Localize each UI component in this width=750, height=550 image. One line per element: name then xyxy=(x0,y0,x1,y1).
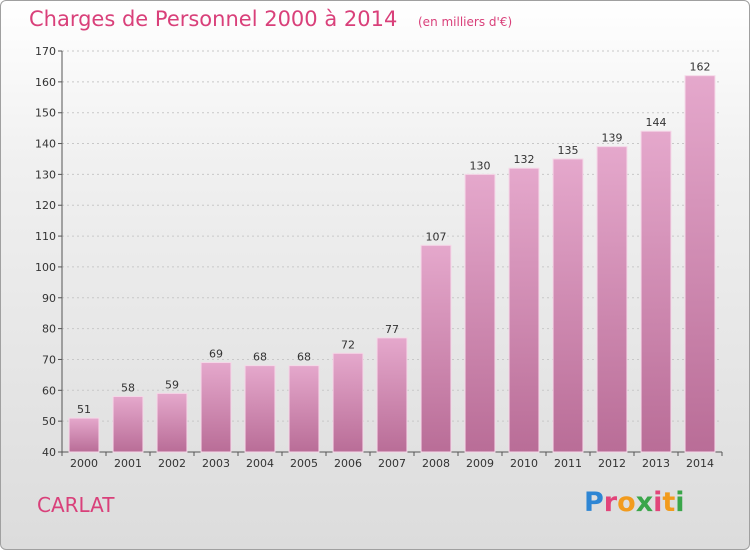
value-label-2005: 68 xyxy=(297,351,311,364)
x-tick-label: 2007 xyxy=(378,457,406,470)
value-label-2000: 51 xyxy=(77,403,91,416)
bar-2010 xyxy=(508,167,540,453)
chart-title: Charges de Personnel 2000 à 2014 (en mil… xyxy=(29,7,512,31)
x-tick-label: 2011 xyxy=(554,457,582,470)
x-tick-label: 2004 xyxy=(246,457,274,470)
y-axis-ticks: 40 50 60 70 80 90 100 110 120 130 140 150 160 170 xyxy=(35,45,62,459)
y-tick-label: 90 xyxy=(42,292,56,305)
bar-2012 xyxy=(596,146,628,453)
proxiti-logo: Proxiti xyxy=(584,487,685,518)
value-label-2013: 144 xyxy=(646,116,667,129)
value-label-2001: 58 xyxy=(121,381,135,394)
value-label-2010: 132 xyxy=(514,153,535,166)
value-label-2008: 107 xyxy=(426,230,447,243)
bar-2008 xyxy=(420,244,452,453)
x-tick-label: 2008 xyxy=(422,457,450,470)
bar-2003 xyxy=(200,362,232,453)
x-tick-label: 2013 xyxy=(642,457,670,470)
bar-2000 xyxy=(68,417,100,453)
y-tick-label: 40 xyxy=(42,446,56,459)
bar-2006 xyxy=(332,352,364,453)
x-tick-label: 2012 xyxy=(598,457,626,470)
y-tick-label: 80 xyxy=(42,323,56,336)
x-tick-label: 2001 xyxy=(114,457,142,470)
x-tick-label: 2010 xyxy=(510,457,538,470)
value-label-2012: 139 xyxy=(602,132,623,145)
bar-2004 xyxy=(244,365,276,453)
x-tick-label: 2003 xyxy=(202,457,230,470)
bar-2007 xyxy=(376,337,408,453)
value-label-2004: 68 xyxy=(253,351,267,364)
value-label-2011: 135 xyxy=(558,144,579,157)
value-labels: 51 58 59 69 68 68 72 77 107 130 132 135 139 144 162 xyxy=(77,61,711,416)
bar-2013 xyxy=(640,130,672,453)
y-tick-label: 60 xyxy=(42,384,56,397)
bar-2005 xyxy=(288,365,320,453)
bar-2011 xyxy=(552,158,584,453)
bars xyxy=(68,75,716,453)
y-tick-label: 160 xyxy=(35,76,56,89)
x-tick-label: 2014 xyxy=(686,457,714,470)
x-tick-label: 2000 xyxy=(70,457,98,470)
y-tick-label: 100 xyxy=(35,261,56,274)
y-tick-label: 120 xyxy=(35,199,56,212)
y-tick-label: 70 xyxy=(42,353,56,366)
x-tick-label: 2009 xyxy=(466,457,494,470)
value-label-2009: 130 xyxy=(470,159,491,172)
y-tick-label: 170 xyxy=(35,45,56,58)
y-tick-label: 110 xyxy=(35,230,56,243)
y-tick-label: 130 xyxy=(35,168,56,181)
chart-title-text: Charges de Personnel 2000 à 2014 xyxy=(29,7,398,31)
bar-2002 xyxy=(156,392,188,453)
x-tick-label: 2002 xyxy=(158,457,186,470)
x-tick-label: 2005 xyxy=(290,457,318,470)
bar-2009 xyxy=(464,173,496,453)
bar-2014 xyxy=(684,75,716,453)
value-label-2007: 77 xyxy=(385,323,399,336)
bar-2001 xyxy=(112,395,144,453)
value-label-2002: 59 xyxy=(165,378,179,391)
x-axis-ticks: 2000 2001 2002 2003 2004 2005 2006 2007 2008 2009… xyxy=(61,452,723,470)
place-name: CARLAT xyxy=(37,493,115,517)
y-tick-label: 150 xyxy=(35,107,56,120)
value-label-2003: 69 xyxy=(209,348,223,361)
chart-subtitle: (en milliers d'€) xyxy=(418,15,513,29)
value-label-2006: 72 xyxy=(341,338,355,351)
y-tick-label: 50 xyxy=(42,415,56,428)
y-tick-label: 140 xyxy=(35,138,56,151)
x-tick-label: 2006 xyxy=(334,457,362,470)
value-label-2014: 162 xyxy=(690,61,711,74)
